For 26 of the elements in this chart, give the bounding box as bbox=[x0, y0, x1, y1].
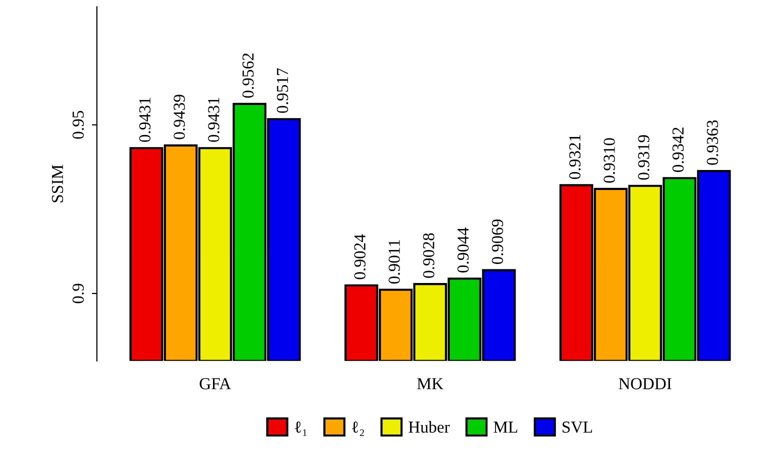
legend-label: ML bbox=[494, 422, 518, 433]
data-label: 0.9028 bbox=[423, 233, 434, 278]
data-label: 0.9310 bbox=[604, 138, 615, 183]
data-label: 0.9011 bbox=[388, 240, 400, 284]
data-label: 0.9069 bbox=[492, 220, 504, 264]
y-tick-label: 0.95 bbox=[72, 110, 84, 139]
data-label: 0.9044 bbox=[457, 228, 469, 272]
data-label: 0.9342 bbox=[672, 128, 684, 172]
y-tick-label: 0.9 bbox=[72, 284, 84, 304]
legend-label: ℓ₁ bbox=[294, 422, 307, 436]
legend-label: SVL bbox=[562, 422, 592, 433]
data-label: 0.9319 bbox=[638, 135, 650, 180]
y-axis-title: SSIM bbox=[52, 164, 64, 202]
data-label: 0.9562 bbox=[242, 53, 254, 98]
legend-label: ℓ₂ bbox=[352, 422, 364, 436]
x-tick-label: NODDI bbox=[618, 378, 672, 390]
data-label: 0.9321 bbox=[569, 134, 581, 180]
data-label: 0.9431 bbox=[139, 98, 151, 142]
x-tick-label: GFA bbox=[200, 378, 232, 390]
x-tick-label: MK bbox=[417, 378, 444, 390]
legend-label: Huber bbox=[408, 421, 450, 433]
data-label: 0.9439 bbox=[174, 94, 185, 140]
data-label: 0.9517 bbox=[276, 68, 288, 113]
data-label: 0.9363 bbox=[706, 120, 718, 165]
data-label: 0.9431 bbox=[208, 98, 220, 142]
data-label: 0.9024 bbox=[354, 234, 366, 280]
